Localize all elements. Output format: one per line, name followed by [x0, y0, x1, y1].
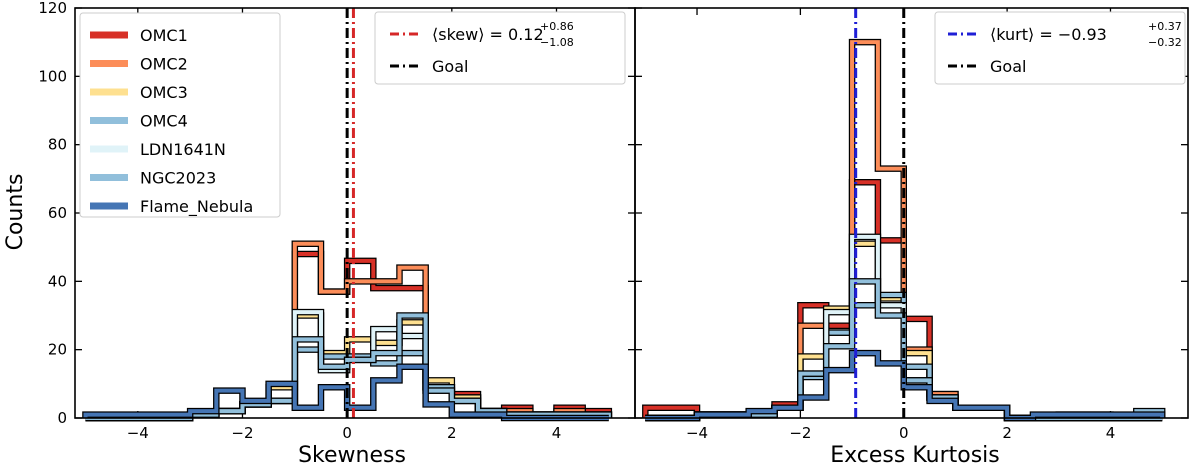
- skew-mean-value: ⟨skew⟩ = 0.12: [432, 25, 544, 44]
- skew-mean-label: ⟨skew⟩ = 0.12: [432, 25, 544, 44]
- legend-label-omc3: OMC3: [140, 83, 188, 102]
- kurtosis-axes-frame: [634, 7, 1189, 419]
- histogram-flame_nebula: [83, 364, 609, 420]
- y-tick-label: 60: [48, 204, 67, 222]
- skewness-reference-lines: [345, 8, 355, 418]
- y-tick-label: 0: [57, 409, 67, 427]
- kurtosis-x-label: Excess Kurtosis: [830, 443, 1000, 468]
- y-tick-label: 80: [48, 136, 67, 154]
- kurt-line-legend-box: [934, 11, 1186, 85]
- y-tick-label: 40: [48, 272, 67, 290]
- skewness-histograms: [82, 240, 613, 422]
- y-axis-label: Counts: [3, 174, 28, 251]
- legend-label-ldn1641n: LDN1641N: [140, 140, 226, 159]
- x-tick-label: 0: [899, 424, 909, 442]
- skew-mean-lower-error: −1.08: [540, 36, 574, 49]
- skew-line-legend-box: [374, 11, 626, 85]
- x-tick-label: 0: [342, 424, 352, 442]
- x-tick-label: −2: [231, 424, 253, 442]
- region-legend-box: [79, 12, 281, 218]
- x-tick-label: 2: [1002, 424, 1012, 442]
- x-tick-label: 2: [447, 424, 457, 442]
- legend-label-omc4: OMC4: [140, 112, 188, 131]
- y-tick-label: 120: [38, 0, 67, 17]
- x-tick-label: −4: [127, 424, 149, 442]
- x-tick-label: 4: [1106, 424, 1116, 442]
- legend-label-ngc2023: NGC2023: [140, 169, 216, 188]
- y-tick-label: 100: [38, 67, 67, 85]
- kurt-mean-upper-error: +0.37: [1148, 20, 1182, 33]
- legend-label-flame_nebula: Flame_Nebula: [140, 197, 253, 217]
- region-legend: OMC1 OMC2 OMC3 OMC4 LDN1641N NGC2023 Flame_Neb…: [79, 12, 281, 218]
- skew-goal-label: Goal: [432, 57, 468, 76]
- x-tick-label: −4: [686, 424, 708, 442]
- skew-line-legend: ⟨skew⟩ = 0.12 +0.86 −1.08 Goal: [374, 11, 626, 85]
- kurtosis-reference-lines: [854, 8, 906, 418]
- x-tick-label: −2: [789, 424, 811, 442]
- skew-mean-upper-error: +0.86: [540, 20, 574, 33]
- kurtosis-panel: −4 −2 0 2 4 ⟨kurt⟩ = −0.93 +0.37 −0.32 Goal: [634, 7, 1189, 442]
- kurt-line-legend: ⟨kurt⟩ = −0.93 +0.37 −0.32 Goal: [934, 11, 1186, 85]
- kurt-mean-value: ⟨kurt⟩ = −0.93: [990, 25, 1107, 44]
- histogram-flame_nebula: [645, 351, 1165, 420]
- legend-label-omc1: OMC1: [140, 26, 188, 45]
- x-tick-label: 4: [552, 424, 562, 442]
- legend-label-omc2: OMC2: [140, 55, 188, 74]
- kurt-mean-lower-error: −0.32: [1148, 36, 1182, 49]
- skewness-x-label: Skewness: [298, 443, 406, 468]
- kurt-mean-label: ⟨kurt⟩ = −0.93: [990, 25, 1107, 44]
- kurt-goal-label: Goal: [990, 57, 1026, 76]
- y-tick-label: 20: [48, 341, 67, 359]
